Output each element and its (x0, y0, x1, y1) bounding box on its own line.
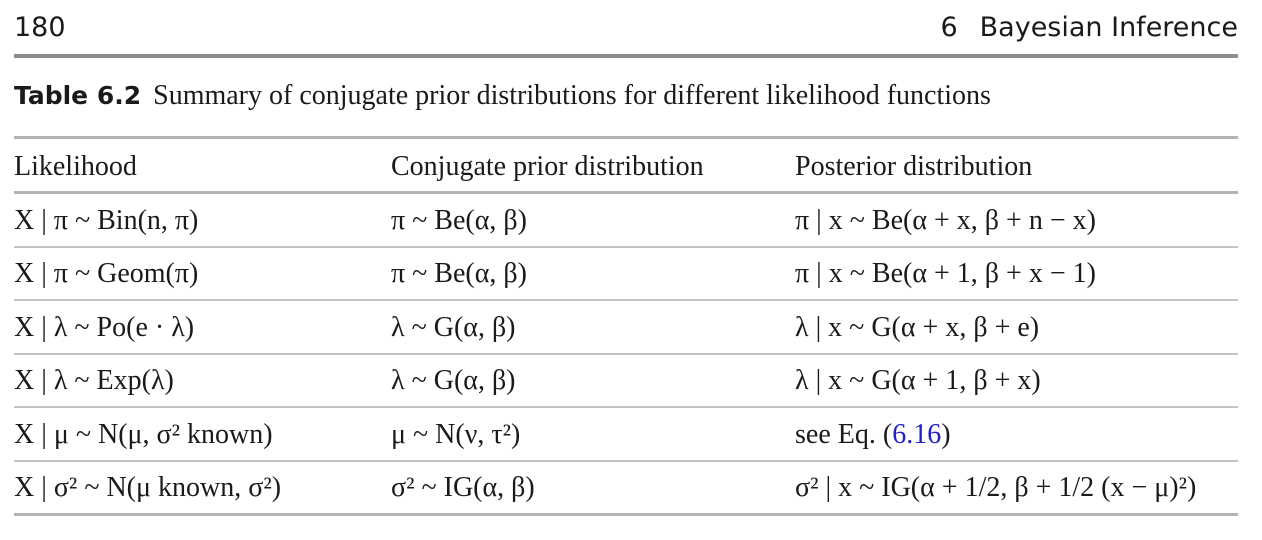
table-header-rule (14, 191, 1238, 194)
likelihood-text: X | σ² ~ N(μ known, σ²) (14, 472, 282, 504)
table-row: X | π ~ Bin(n, π) π ~ Be(α, β) π | x ~ B… (14, 194, 1238, 248)
posterior-cell: π | x ~ Be(α + x, β + n − x) (795, 194, 1238, 248)
posterior-text: λ | x ~ G(α + 1, β + x) (795, 365, 1041, 397)
posterior-text: σ² | x ~ IG(α + 1/2, β + 1/2 (x − μ)²) (795, 472, 1197, 504)
prior-cell: σ² ~ IG(α, β) (391, 462, 795, 516)
prior-cell: π ~ Be(α, β) (391, 194, 795, 248)
row-divider (14, 246, 1238, 248)
row-divider (14, 299, 1238, 301)
column-header-posterior: Posterior distribution (795, 150, 1033, 182)
table-row: X | λ ~ Exp(λ) λ ~ G(α, β) λ | x ~ G(α +… (14, 355, 1238, 409)
posterior-cell: π | x ~ Be(α + 1, β + x − 1) (795, 248, 1238, 302)
table-bottom-rule (14, 513, 1238, 516)
likelihood-text: X | λ ~ Po(e · λ) (14, 311, 195, 343)
table-caption: Table 6.2 Summary of conjugate prior dist… (14, 80, 1238, 112)
likelihood-text: X | π ~ Geom(π) (14, 258, 199, 290)
posterior-text: λ | x ~ G(α + x, β + e) (795, 311, 1040, 343)
chapter-heading: 6 Bayesian Inference (940, 12, 1238, 43)
likelihood-cell: X | λ ~ Exp(λ) (14, 355, 391, 409)
prior-text: σ² ~ IG(α, β) (391, 472, 535, 504)
likelihood-cell: X | μ ~ N(μ, σ² known) (14, 408, 391, 462)
posterior-suffix: ) (941, 418, 951, 450)
likelihood-text: X | π ~ Bin(n, π) (14, 204, 199, 236)
table-row: X | σ² ~ N(μ known, σ²) σ² ~ IG(α, β) σ²… (14, 462, 1238, 516)
prior-text: λ ~ G(α, β) (391, 365, 516, 397)
prior-cell: π ~ Be(α, β) (391, 248, 795, 302)
posterior-cell: σ² | x ~ IG(α + 1/2, β + 1/2 (x − μ)²) (795, 462, 1238, 516)
posterior-prefix: see Eq. ( (795, 418, 893, 450)
posterior-text: π | x ~ Be(α + x, β + n − x) (795, 204, 1096, 236)
prior-text: μ ~ N(ν, τ²) (391, 418, 521, 450)
table-label: Table 6.2 (14, 81, 142, 110)
prior-text: π ~ Be(α, β) (391, 258, 527, 290)
chapter-title: Bayesian Inference (979, 12, 1238, 43)
table-top-rule (14, 136, 1238, 139)
conjugate-prior-table: Likelihood Conjugate prior distribution … (14, 139, 1238, 515)
row-divider (14, 460, 1238, 462)
posterior-text: π | x ~ Be(α + 1, β + x − 1) (795, 258, 1096, 290)
header-rule (14, 54, 1238, 58)
likelihood-cell: X | σ² ~ N(μ known, σ²) (14, 462, 391, 516)
row-divider (14, 353, 1238, 355)
likelihood-text: X | λ ~ Exp(λ) (14, 365, 174, 397)
likelihood-cell: X | π ~ Bin(n, π) (14, 194, 391, 248)
prior-cell: λ ~ G(α, β) (391, 301, 795, 355)
table-row: X | λ ~ Po(e · λ) λ ~ G(α, β) λ | x ~ G(… (14, 301, 1238, 355)
prior-text: π ~ Be(α, β) (391, 204, 527, 236)
likelihood-cell: X | λ ~ Po(e · λ) (14, 301, 391, 355)
table-header-row: Likelihood Conjugate prior distribution … (14, 139, 1238, 194)
table-row: X | π ~ Geom(π) π ~ Be(α, β) π | x ~ Be(… (14, 248, 1238, 302)
posterior-cell: see Eq. (6.16) (795, 408, 1238, 462)
chapter-number: 6 (940, 12, 958, 43)
posterior-cell: λ | x ~ G(α + 1, β + x) (795, 355, 1238, 409)
posterior-cell: λ | x ~ G(α + x, β + e) (795, 301, 1238, 355)
row-divider (14, 406, 1238, 408)
likelihood-cell: X | π ~ Geom(π) (14, 248, 391, 302)
equation-reference-link[interactable]: 6.16 (892, 418, 942, 450)
caption-text: Summary of conjugate prior distributions… (153, 80, 991, 111)
prior-cell: λ ~ G(α, β) (391, 355, 795, 409)
table-row: X | μ ~ N(μ, σ² known) μ ~ N(ν, τ²) see … (14, 408, 1238, 462)
column-header-prior: Conjugate prior distribution (391, 150, 704, 182)
prior-cell: μ ~ N(ν, τ²) (391, 408, 795, 462)
prior-text: λ ~ G(α, β) (391, 311, 516, 343)
column-header-likelihood: Likelihood (14, 150, 137, 182)
running-head: 180 6 Bayesian Inference (14, 8, 1238, 50)
likelihood-text: X | μ ~ N(μ, σ² known) (14, 418, 273, 450)
page-number: 180 (14, 12, 66, 43)
